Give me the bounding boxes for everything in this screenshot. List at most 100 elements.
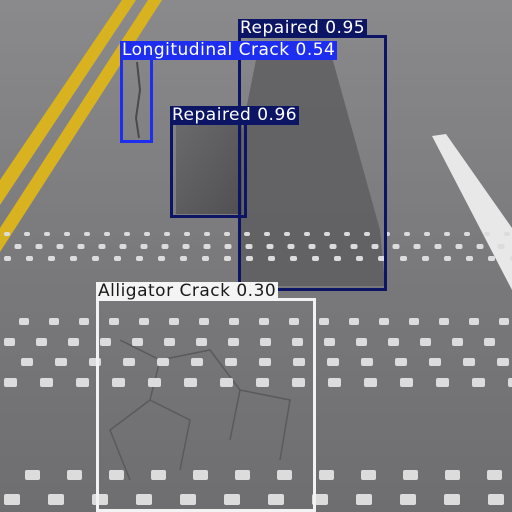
pavement-marker-dot [44, 232, 50, 236]
pavement-marker-dot [148, 378, 161, 387]
pavement-marker-dot [312, 256, 319, 261]
pavement-marker-dot [245, 244, 253, 249]
crack-line [134, 61, 142, 139]
pavement-marker-dot [487, 470, 502, 480]
pavement-marker-dot [469, 318, 479, 325]
pavement-marker-dot [79, 318, 89, 325]
pavement-marker-dot [400, 494, 416, 505]
pavement-marker-dot [199, 318, 209, 325]
pavement-marker-dot [439, 318, 449, 325]
pavement-marker-dot [277, 470, 292, 480]
pavement-marker-dot [157, 358, 169, 366]
pavement-marker-dot [400, 256, 407, 261]
pavement-marker-dot [4, 232, 10, 236]
pavement-marker-dot [504, 232, 510, 236]
detection-box-repaired-1: Repaired 0.95 [238, 19, 387, 291]
pavement-marker-dot [429, 358, 441, 366]
pavement-marker-dot [182, 244, 190, 249]
pavement-marker-dot [4, 256, 11, 261]
pavement-marker-dot [413, 244, 421, 249]
pavement-marker-dot [508, 378, 512, 387]
pavement-marker-dot [180, 494, 196, 505]
pavement-marker-dot [112, 378, 125, 387]
pavement-marker-dot [224, 494, 240, 505]
pavement-marker-dot [14, 244, 22, 249]
pavement-marker-dot [24, 232, 30, 236]
pavement-marker-dot [293, 358, 305, 366]
pavement-marker-dot [444, 256, 451, 261]
pavement-marker-dot [364, 232, 370, 236]
pavement-marker-dot [114, 256, 121, 261]
pavement-marker-dot [235, 470, 250, 480]
pavement-marker-dot [361, 470, 376, 480]
pavement-marker-dot [64, 232, 70, 236]
pavement-marker-dot [484, 338, 495, 346]
pavement-marker-dot [436, 378, 449, 387]
pavement-marker-dot [68, 338, 79, 346]
pavement-marker-dot [378, 256, 385, 261]
pavement-marker-dot [371, 244, 379, 249]
pavement-marker-dot [48, 494, 64, 505]
pavement-marker-dot [158, 256, 165, 261]
pavement-marker-dot [123, 358, 135, 366]
pavement-marker-dot [139, 318, 149, 325]
pavement-marker-dot [356, 338, 367, 346]
pavement-marker-dot [224, 232, 230, 236]
pavement-marker-dot [266, 244, 274, 249]
pavement-marker-dot [472, 378, 485, 387]
pavement-marker-dot [4, 378, 17, 387]
detection-box-repaired-2: Repaired 0.96 [170, 106, 300, 218]
pavement-marker-dot [204, 232, 210, 236]
pavement-marker-dot [55, 358, 67, 366]
pavement-marker-dot [259, 318, 269, 325]
pavement-marker-dot [455, 244, 463, 249]
pavement-marker-dot [364, 378, 377, 387]
pavement-marker-dot [466, 256, 473, 261]
pavement-marker-dot [109, 470, 124, 480]
pavement-marker-dot [40, 378, 53, 387]
pavement-marker-dot [464, 232, 470, 236]
detection-box-alligator-crack: Alligator Crack 0.30 [96, 282, 316, 512]
pavement-marker-dot [92, 256, 99, 261]
alligator-crack-pattern [109, 339, 291, 481]
pavement-marker-dot [67, 470, 82, 480]
pavement-marker-dot [161, 244, 169, 249]
pavement-marker-dot [324, 232, 330, 236]
pavement-marker-dot [434, 244, 442, 249]
pavement-marker-dot [136, 494, 152, 505]
pavement-marker-dot [84, 232, 90, 236]
pavement-marker-dot [327, 358, 339, 366]
pavement-marker-dot [109, 318, 119, 325]
pavement-marker-dot [220, 378, 233, 387]
pavement-marker-dot [196, 338, 207, 346]
yellow-line-left [0, 0, 136, 205]
pavement-marker-dot [268, 256, 275, 261]
pavement-marker-dot [292, 378, 305, 387]
pavement-marker-dot [404, 232, 410, 236]
pavement-marker-dot [395, 358, 407, 366]
pavement-marker-dot [224, 256, 231, 261]
pavement-marker-dot [244, 232, 250, 236]
pavement-marker-dot [290, 256, 297, 261]
pavement-marker-dot [476, 244, 484, 249]
pavement-marker-dot [48, 256, 55, 261]
pavement-marker-dot [344, 232, 350, 236]
pavement-marker-dot [304, 232, 310, 236]
detection-label-repaired-1: Repaired 0.95 [238, 18, 368, 38]
pavement-marker-dot [403, 470, 418, 480]
pavement-marker-dot [379, 318, 389, 325]
pavement-marker-dot [264, 232, 270, 236]
white-edge-line [432, 134, 512, 290]
pavement-marker-dot [268, 494, 284, 505]
pavement-marker-dot [488, 494, 504, 505]
pavement-marker-dot [388, 338, 399, 346]
pavement-marker-dot [260, 338, 271, 346]
pavement-marker-dot [136, 256, 143, 261]
pavement-marker-dot [151, 470, 166, 480]
pavement-marker-dot [225, 358, 237, 366]
pavement-marker-dot [356, 256, 363, 261]
pavement-marker-dot [229, 318, 239, 325]
pavement-marker-dot [246, 256, 253, 261]
pavement-marker-dot [184, 232, 190, 236]
